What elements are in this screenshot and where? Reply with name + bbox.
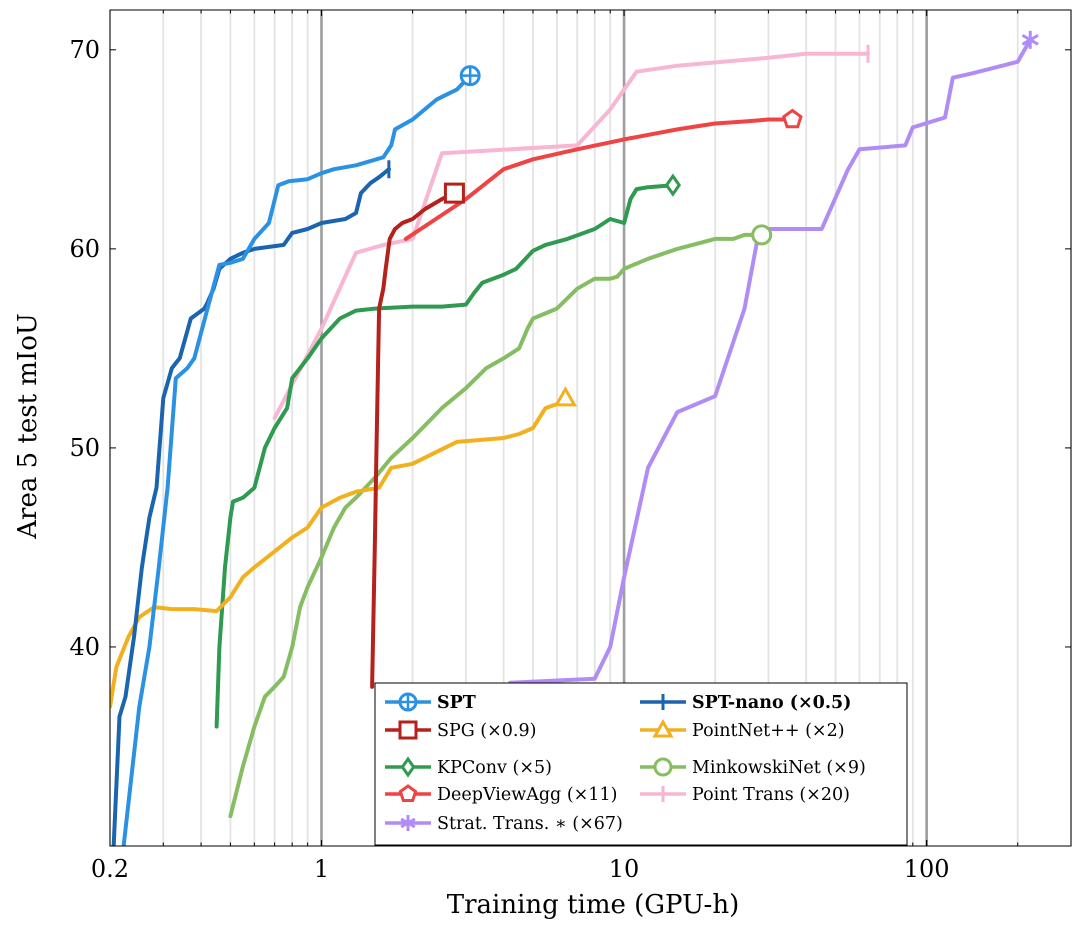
- marker-pentagon: [398, 784, 418, 802]
- series-line: [110, 396, 568, 709]
- marker-square: [443, 182, 465, 204]
- series-marker: [398, 784, 418, 802]
- x-axis: 0.2 1 10 100: [91, 10, 1072, 883]
- y-tick-label: 60: [69, 235, 100, 263]
- legend-item: SPT-nano (×0.5): [640, 693, 851, 713]
- legend-label: Point Trans (×20): [692, 785, 850, 805]
- y-axis: 40 50 60 70: [69, 36, 1071, 661]
- legend-label: PointNet++ (×2): [692, 721, 845, 741]
- legend-item: SPG (×0.9): [385, 720, 536, 741]
- legend-label: SPG (×0.9): [437, 721, 536, 741]
- marker-asterisk-arm: [400, 817, 416, 829]
- legend-label: KPConv (×5): [437, 758, 552, 778]
- legend-label: SPT: [437, 693, 476, 713]
- series-marker: [652, 718, 674, 738]
- x-tick-label: 0.2: [91, 855, 129, 883]
- legend-label: Strat. Trans. ∗ (×67): [437, 814, 623, 834]
- series-line: [228, 232, 764, 819]
- plot-frame: [109, 9, 1072, 847]
- series-marker: [653, 757, 673, 777]
- legend-item: SPT: [385, 692, 476, 713]
- marker-diamond: [400, 756, 416, 778]
- y-tick-label: 70: [69, 36, 100, 64]
- series-marker: [459, 65, 481, 87]
- legend: SPT SPT-nano (×0.5) SPG (×0.9) PointNet++ (…: [374, 682, 908, 846]
- series-marker: [782, 108, 803, 129]
- y-axis-label: Area 5 test mIoU: [13, 313, 43, 540]
- series-marker: [1021, 30, 1039, 49]
- marker-circle: [653, 757, 673, 777]
- series-marker: [398, 692, 418, 712]
- series-line: [272, 51, 870, 420]
- y-tick-label: 50: [69, 434, 100, 462]
- marker-pentagon: [782, 108, 803, 129]
- series-marker: [553, 386, 578, 407]
- series-marker: [751, 224, 773, 246]
- marker-triangle: [553, 386, 578, 407]
- legend-label: SPT-nano (×0.5): [692, 693, 851, 713]
- x-tick-label: 1: [314, 855, 329, 883]
- series-marker: [443, 182, 465, 204]
- series-marker: [400, 815, 416, 831]
- series-marker: [400, 756, 416, 778]
- series-line: [214, 183, 675, 729]
- series-line: [370, 191, 457, 689]
- x-tick-label: 10: [609, 855, 640, 883]
- legend-box: [374, 682, 908, 846]
- legend-label: DeepViewAgg (×11): [437, 785, 617, 805]
- legend-item: DeepViewAgg (×11): [385, 784, 617, 805]
- legend-item: Strat. Trans. ∗ (×67): [385, 814, 623, 834]
- legend-item: KPConv (×5): [385, 756, 552, 778]
- legend-item: MinkowskiNet (×9): [640, 757, 866, 778]
- legend-item: PointNet++ (×2): [640, 718, 845, 741]
- marker-diamond: [664, 173, 682, 197]
- marker-circle: [751, 224, 773, 246]
- legend-label: MinkowskiNet (×9): [692, 758, 866, 778]
- series-end-markers: [387, 30, 1039, 407]
- legend-item: Point Trans (×20): [640, 785, 850, 805]
- marker-square: [398, 720, 418, 740]
- series-line: [403, 117, 795, 241]
- series-marker: [398, 720, 418, 740]
- series-line: [121, 73, 473, 846]
- series-marker: [664, 173, 682, 197]
- x-tick-label: 100: [904, 855, 950, 883]
- y-tick-label: 40: [69, 633, 100, 661]
- x-axis-label: Training time (GPU-h): [447, 890, 739, 920]
- series-line: [508, 37, 1033, 685]
- marker-triangle: [652, 718, 674, 738]
- marker-asterisk-arm: [1021, 34, 1039, 46]
